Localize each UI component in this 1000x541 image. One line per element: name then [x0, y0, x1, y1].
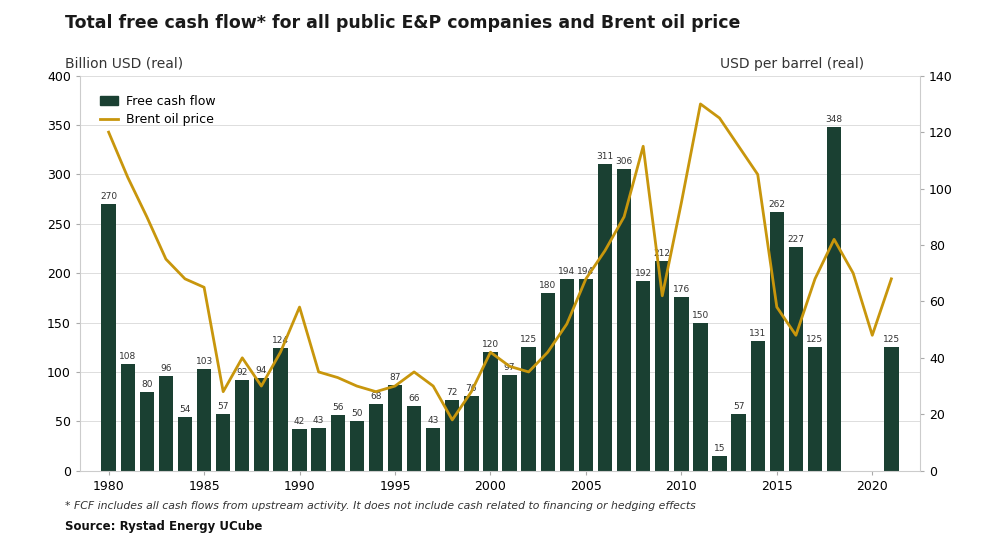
- Text: 124: 124: [272, 337, 289, 345]
- Bar: [331, 415, 345, 471]
- Text: 180: 180: [539, 281, 556, 290]
- Bar: [369, 404, 383, 471]
- Bar: [178, 417, 192, 471]
- Bar: [235, 380, 249, 471]
- Bar: [445, 400, 459, 471]
- Text: USD per barrel (real): USD per barrel (real): [720, 57, 864, 71]
- Text: 270: 270: [100, 192, 117, 201]
- Text: 43: 43: [313, 416, 324, 425]
- Bar: [464, 395, 479, 471]
- Text: 54: 54: [179, 405, 191, 414]
- Text: Billion USD (real): Billion USD (real): [65, 57, 183, 71]
- Text: 212: 212: [654, 249, 671, 259]
- Text: 125: 125: [520, 335, 537, 344]
- Bar: [254, 378, 269, 471]
- Bar: [636, 281, 650, 471]
- Text: 227: 227: [787, 235, 804, 243]
- Text: 43: 43: [427, 416, 439, 425]
- Bar: [770, 212, 784, 471]
- Text: 348: 348: [826, 115, 843, 124]
- Bar: [827, 127, 841, 471]
- Text: Total free cash flow* for all public E&P companies and Brent oil price: Total free cash flow* for all public E&P…: [65, 14, 740, 31]
- Bar: [407, 406, 421, 471]
- Bar: [579, 279, 593, 471]
- Bar: [674, 297, 689, 471]
- Bar: [101, 204, 116, 471]
- Bar: [483, 352, 498, 471]
- Bar: [502, 375, 517, 471]
- Text: 68: 68: [370, 392, 382, 400]
- Bar: [121, 364, 135, 471]
- Bar: [197, 369, 211, 471]
- Text: 15: 15: [714, 444, 725, 453]
- Bar: [426, 428, 440, 471]
- Text: 87: 87: [389, 373, 401, 382]
- Bar: [159, 376, 173, 471]
- Text: 97: 97: [504, 363, 515, 372]
- Bar: [655, 261, 669, 471]
- Bar: [598, 163, 612, 471]
- Text: 176: 176: [673, 285, 690, 294]
- Bar: [273, 348, 288, 471]
- Text: 131: 131: [749, 329, 766, 338]
- Text: 311: 311: [596, 151, 614, 161]
- Text: 150: 150: [692, 311, 709, 320]
- Text: 96: 96: [160, 364, 172, 373]
- Text: 92: 92: [237, 368, 248, 377]
- Text: 50: 50: [351, 410, 363, 418]
- Bar: [789, 247, 803, 471]
- Text: 76: 76: [466, 384, 477, 393]
- Text: 72: 72: [447, 387, 458, 397]
- Bar: [388, 385, 402, 471]
- Bar: [521, 347, 536, 471]
- Bar: [292, 429, 307, 471]
- Bar: [712, 456, 727, 471]
- Text: 80: 80: [141, 380, 153, 389]
- Bar: [617, 169, 631, 471]
- Legend: Free cash flow, Brent oil price: Free cash flow, Brent oil price: [95, 90, 221, 131]
- Bar: [216, 414, 230, 471]
- Text: 103: 103: [195, 357, 213, 366]
- Text: 66: 66: [408, 393, 420, 403]
- Text: Source: Rystad Energy UCube: Source: Rystad Energy UCube: [65, 520, 262, 533]
- Text: 56: 56: [332, 404, 343, 412]
- Text: 192: 192: [635, 269, 652, 278]
- Text: 194: 194: [577, 267, 594, 276]
- Text: 42: 42: [294, 417, 305, 426]
- Bar: [560, 279, 574, 471]
- Bar: [140, 392, 154, 471]
- Text: 194: 194: [558, 267, 575, 276]
- Text: 306: 306: [615, 156, 633, 166]
- Text: 57: 57: [733, 403, 744, 411]
- Bar: [541, 293, 555, 471]
- Text: * FCF includes all cash flows from upstream activity. It does not include cash r: * FCF includes all cash flows from upstr…: [65, 502, 696, 511]
- Bar: [311, 428, 326, 471]
- Text: 57: 57: [217, 403, 229, 411]
- Bar: [731, 414, 746, 471]
- Text: 125: 125: [806, 335, 824, 344]
- Text: 125: 125: [883, 335, 900, 344]
- Text: 108: 108: [119, 352, 136, 361]
- Bar: [808, 347, 822, 471]
- Bar: [350, 421, 364, 471]
- Bar: [751, 341, 765, 471]
- Text: 262: 262: [768, 200, 785, 209]
- Text: 94: 94: [256, 366, 267, 375]
- Bar: [884, 347, 899, 471]
- Text: 120: 120: [482, 340, 499, 349]
- Bar: [693, 322, 708, 471]
